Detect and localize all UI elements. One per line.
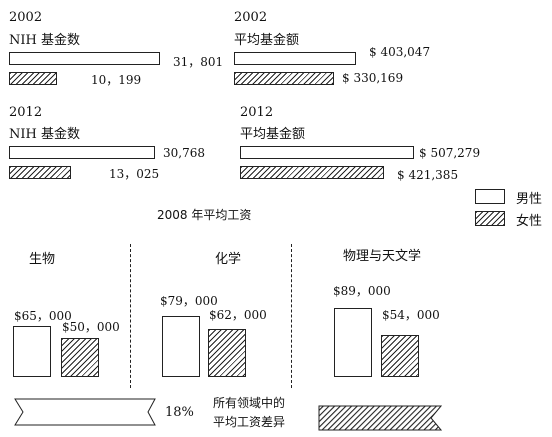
- separator-2: [291, 244, 292, 388]
- legend-male-label: 男性: [516, 192, 543, 207]
- label-2002-count-female: 10，199: [91, 73, 142, 87]
- legend-female-label: 女性: [516, 214, 543, 229]
- bar-physics-female: [381, 335, 419, 377]
- panel-2002-amount-year: 2002: [234, 10, 268, 25]
- label-2012-count-male: 30,768: [163, 146, 205, 160]
- label-2012-amount-male: $ 507,279: [419, 146, 481, 160]
- bar-2012-count-male: [9, 146, 155, 159]
- panel-2012-count-year: 2012: [9, 105, 43, 120]
- panel-2002-count-year: 2002: [9, 10, 43, 25]
- category-chemistry: 化学: [215, 252, 242, 267]
- salary-gap-caption-line2: 平均工资差异: [213, 415, 286, 429]
- label-chemistry-male: $79，000: [160, 294, 218, 308]
- label-2002-count-male: 31，801: [173, 55, 224, 69]
- bar-2012-amount-female: [240, 166, 384, 179]
- male-ribbon-shape: [14, 398, 156, 426]
- bar-2002-amount-male: [234, 52, 356, 65]
- bar-chemistry-female: [208, 329, 246, 377]
- label-2012-amount-female: $ 421,385: [397, 168, 459, 182]
- label-2002-amount-female: $ 330,169: [342, 71, 404, 85]
- label-physics-female: $54，000: [382, 308, 440, 322]
- bar-2002-amount-female: [234, 72, 334, 85]
- label-2002-amount-male: $ 403,047: [369, 45, 431, 59]
- legend-male-swatch: [475, 189, 505, 204]
- label-physics-male: $89，000: [333, 284, 391, 298]
- bar-biology-female: [61, 338, 99, 377]
- panel-2012-count-title: NIH 基金数: [9, 127, 80, 142]
- separator-1: [130, 244, 131, 388]
- label-chemistry-female: $62，000: [209, 308, 267, 322]
- legend-female-swatch: [475, 211, 505, 226]
- label-biology-female: $50，000: [62, 320, 120, 334]
- label-biology-male: $65，000: [14, 309, 72, 323]
- bar-2012-amount-male: [240, 146, 414, 159]
- bar-physics-male: [334, 308, 372, 377]
- panel-2002-count-title: NIH 基金数: [9, 33, 80, 48]
- bar-2012-count-female: [9, 166, 71, 179]
- label-2012-count-female: 13，025: [109, 167, 160, 181]
- salary-section-title: 2008 年平均工资: [157, 208, 252, 222]
- bar-chemistry-male: [162, 316, 200, 377]
- panel-2012-amount-year: 2012: [240, 105, 274, 120]
- bar-biology-male: [13, 326, 51, 377]
- female-ribbon-shape: [318, 405, 442, 431]
- category-physics-astronomy: 物理与天文学: [343, 249, 422, 264]
- panel-2002-amount-title: 平均基金额: [234, 33, 300, 48]
- panel-2012-amount-title: 平均基金额: [240, 127, 306, 142]
- salary-gap-percent: 18%: [165, 405, 194, 420]
- salary-gap-caption-line1: 所有领域中的: [213, 396, 286, 410]
- category-biology: 生物: [29, 252, 56, 267]
- bar-2002-count-female: [9, 72, 57, 85]
- bar-2002-count-male: [9, 52, 160, 65]
